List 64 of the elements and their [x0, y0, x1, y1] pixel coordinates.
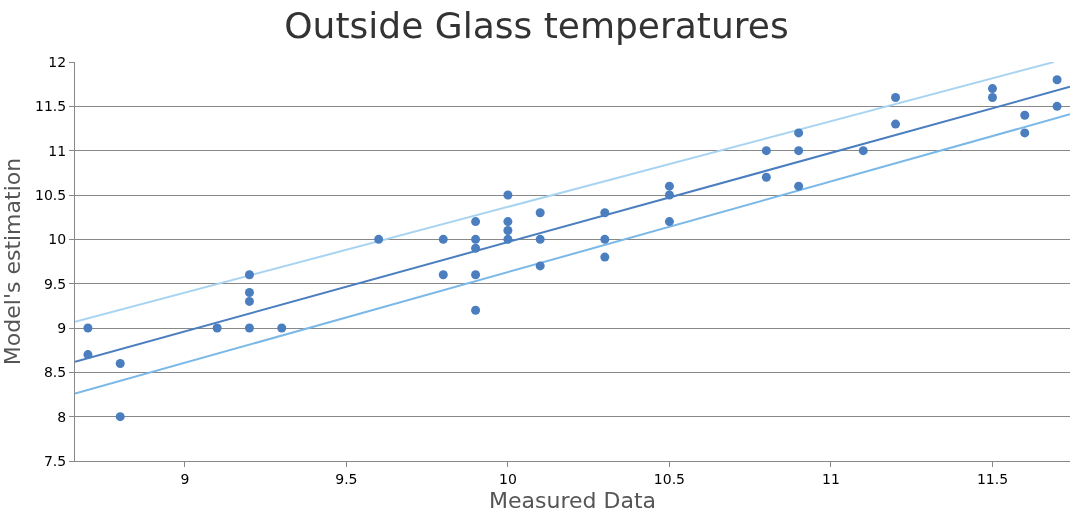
y-axis-title: Model's estimation	[0, 157, 25, 366]
point	[83, 323, 93, 333]
point	[600, 208, 610, 218]
point	[438, 270, 448, 280]
point	[471, 217, 481, 227]
y-tick-label: 11.5	[35, 98, 67, 115]
point	[503, 225, 513, 235]
point	[761, 172, 771, 182]
point	[858, 146, 868, 156]
point	[277, 323, 287, 333]
point	[244, 270, 254, 280]
point	[1020, 128, 1030, 138]
point	[600, 252, 610, 262]
x-tick-label: 9.5	[335, 470, 358, 487]
point	[374, 234, 384, 244]
chart-title: Outside Glass temperatures	[284, 5, 789, 47]
point	[244, 323, 254, 333]
point	[664, 217, 674, 227]
point	[664, 190, 674, 200]
y-tick-label: 10.5	[35, 186, 67, 203]
point	[794, 181, 804, 191]
point	[987, 84, 997, 94]
y-tick-label: 8.5	[43, 364, 67, 381]
point	[794, 146, 804, 156]
point	[83, 350, 93, 360]
point	[987, 92, 997, 102]
x-tick-label: 10	[498, 470, 517, 487]
y-tick-label: 12	[48, 53, 67, 70]
x-tick-label: 9	[180, 470, 190, 487]
point	[794, 128, 804, 138]
y-tick-label: 9.5	[43, 275, 67, 292]
point	[212, 323, 222, 333]
point	[1052, 75, 1062, 85]
point	[503, 217, 513, 227]
x-axis-title: Measured Data	[489, 487, 656, 513]
point	[535, 261, 545, 271]
point	[438, 234, 448, 244]
point	[503, 190, 513, 200]
point	[115, 412, 125, 422]
point	[244, 288, 254, 298]
point	[535, 208, 545, 218]
y-tick-label: 8	[57, 408, 67, 425]
point	[891, 92, 901, 102]
x-tick-label: 11.5	[976, 470, 1009, 487]
point	[535, 234, 545, 244]
point	[471, 270, 481, 280]
y-tick-label: 10	[48, 231, 67, 248]
y-tick-label: 11	[48, 142, 67, 159]
point	[503, 234, 513, 244]
point	[761, 146, 771, 156]
point	[471, 243, 481, 253]
point	[1052, 101, 1062, 111]
point	[471, 234, 481, 244]
y-tick-label: 9	[57, 319, 67, 336]
point	[244, 296, 254, 306]
point	[115, 358, 125, 368]
point	[891, 119, 901, 129]
y-tick-label: 7.5	[43, 452, 67, 469]
x-tick-label: 11	[822, 470, 840, 487]
point	[664, 181, 674, 191]
point	[600, 234, 610, 244]
point	[1020, 110, 1030, 120]
point	[471, 305, 481, 315]
x-tick-label: 10.5	[653, 470, 686, 487]
